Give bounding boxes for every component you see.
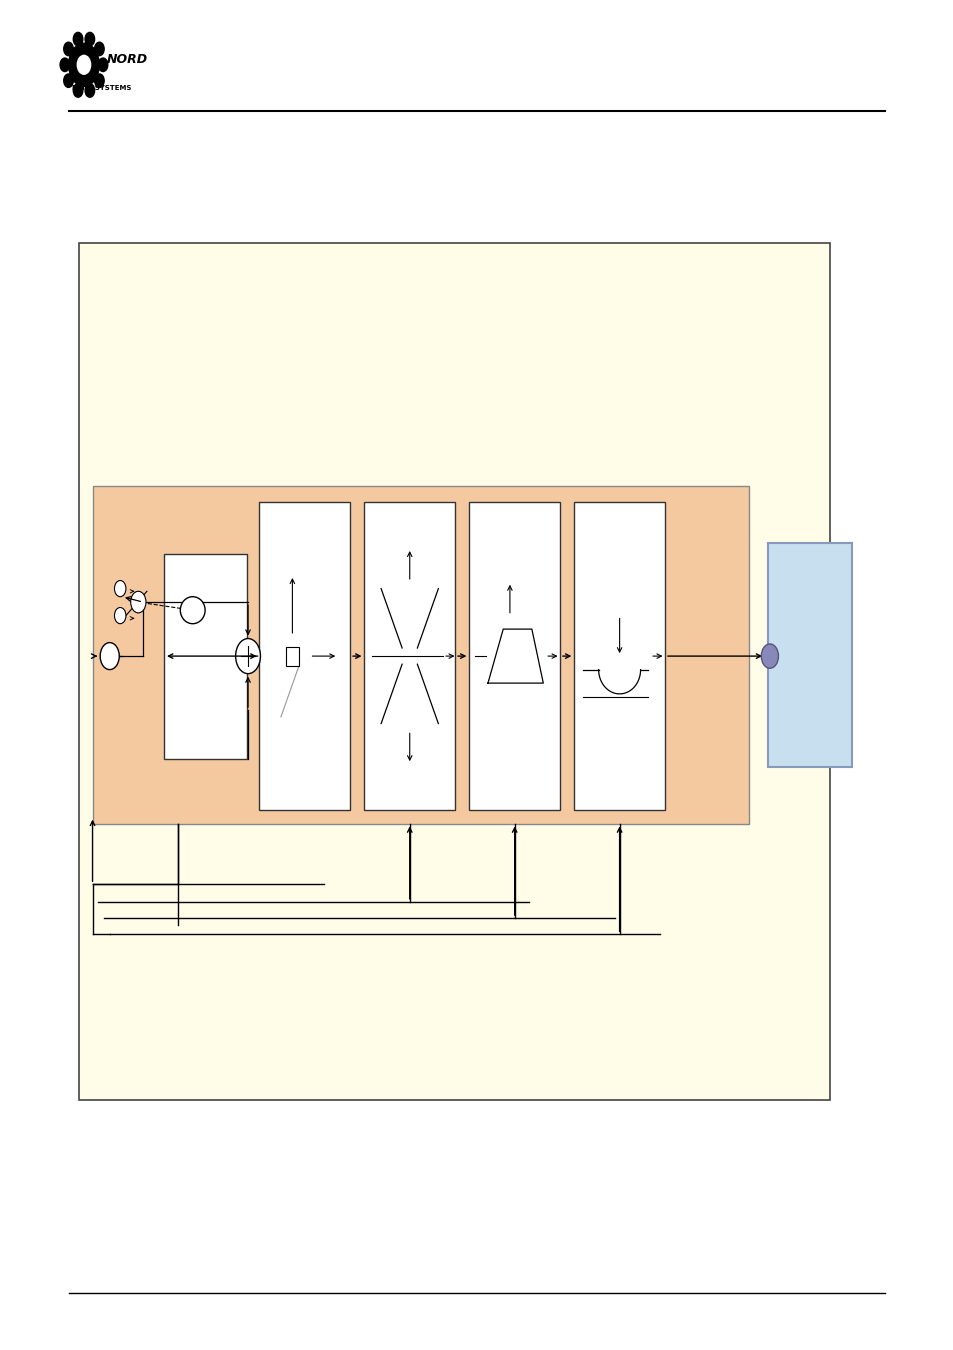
- Circle shape: [85, 32, 94, 46]
- Circle shape: [98, 58, 108, 72]
- Circle shape: [100, 643, 119, 670]
- Circle shape: [94, 74, 104, 88]
- Bar: [164, 554, 247, 759]
- Bar: [364, 502, 455, 810]
- Circle shape: [73, 84, 83, 97]
- Bar: [259, 502, 350, 810]
- Bar: [79, 243, 829, 1100]
- Circle shape: [94, 42, 104, 55]
- Circle shape: [235, 639, 260, 674]
- Bar: [574, 502, 664, 810]
- Text: DRIVESYSTEMS: DRIVESYSTEMS: [71, 85, 132, 90]
- Circle shape: [114, 608, 126, 624]
- Circle shape: [85, 84, 94, 97]
- Circle shape: [69, 43, 99, 86]
- Bar: [767, 543, 851, 767]
- Circle shape: [77, 55, 91, 74]
- Ellipse shape: [180, 597, 205, 624]
- Circle shape: [60, 58, 70, 72]
- Circle shape: [760, 644, 778, 668]
- Circle shape: [73, 32, 83, 46]
- Bar: [286, 647, 298, 666]
- Circle shape: [131, 591, 146, 613]
- Text: NORD: NORD: [107, 53, 148, 66]
- Circle shape: [64, 74, 73, 88]
- Circle shape: [114, 580, 126, 597]
- Circle shape: [64, 42, 73, 55]
- Bar: [92, 486, 748, 824]
- Bar: [469, 502, 559, 810]
